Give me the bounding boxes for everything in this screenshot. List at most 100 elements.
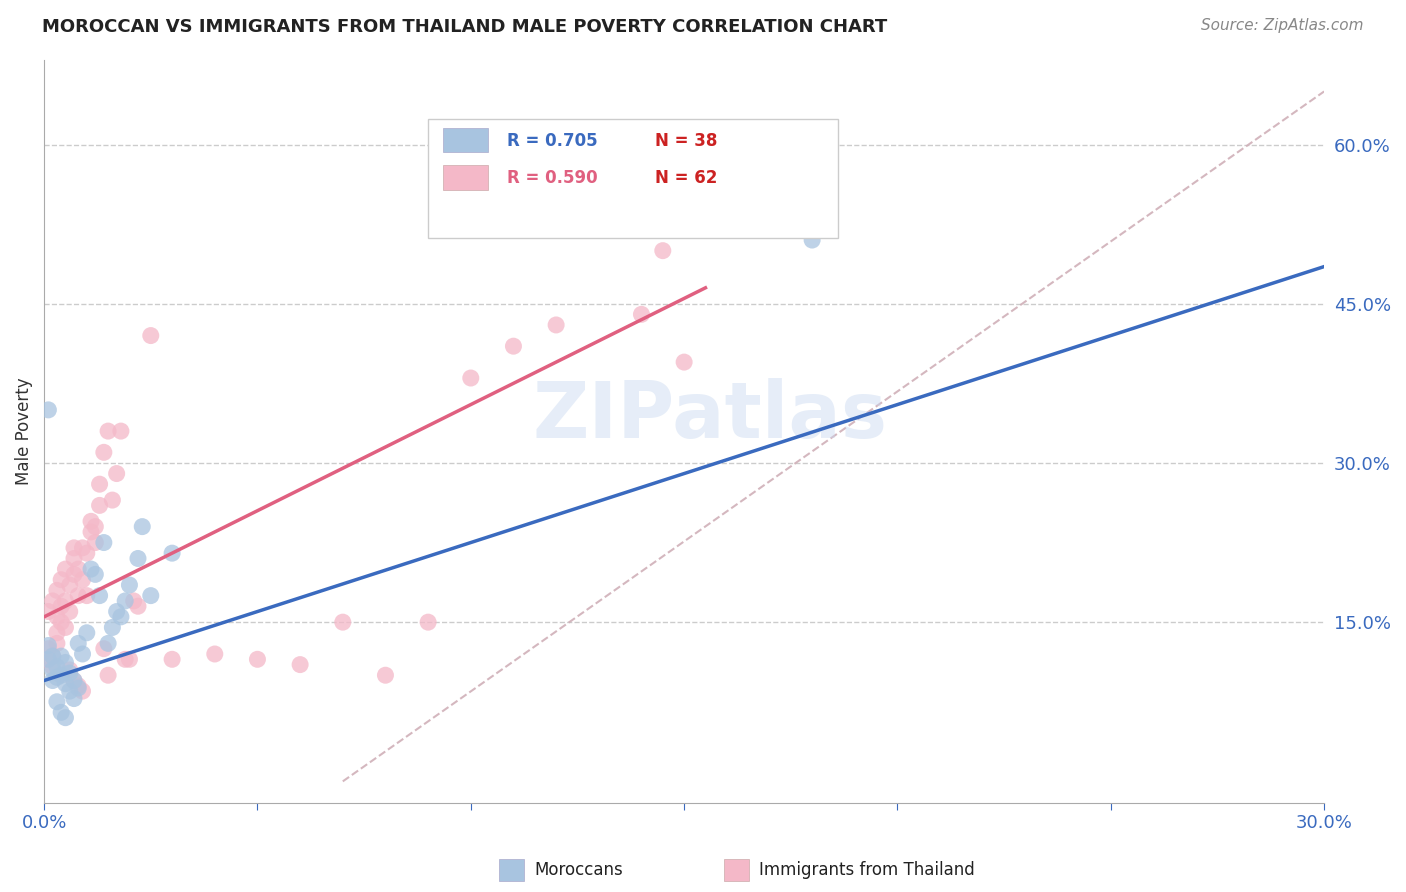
Point: [246, 652, 269, 666]
Point: [41, 673, 63, 688]
Point: [93, 535, 115, 549]
Text: Moroccans: Moroccans: [534, 861, 623, 879]
Point: [41, 594, 63, 608]
Text: R = 0.590: R = 0.590: [508, 169, 598, 186]
Point: [59, 666, 82, 681]
Point: [45, 636, 67, 650]
Point: [114, 594, 136, 608]
Point: [80, 514, 103, 528]
Point: [416, 615, 439, 629]
Text: ZIPatlas: ZIPatlas: [533, 378, 887, 454]
Point: [45, 659, 67, 673]
Point: [127, 599, 149, 614]
Point: [801, 233, 824, 247]
Point: [502, 339, 524, 353]
Point: [37, 652, 59, 666]
Point: [101, 493, 124, 508]
Point: [122, 594, 145, 608]
Point: [55, 594, 77, 608]
Point: [41, 649, 63, 664]
Point: [160, 652, 183, 666]
FancyBboxPatch shape: [427, 119, 838, 238]
Point: [37, 639, 59, 653]
FancyBboxPatch shape: [443, 128, 488, 153]
Point: [374, 668, 396, 682]
Point: [59, 578, 82, 592]
Point: [59, 684, 82, 698]
Point: [55, 620, 77, 634]
Point: [131, 519, 153, 533]
Point: [630, 307, 652, 321]
Point: [72, 684, 94, 698]
Point: [55, 711, 77, 725]
Point: [105, 605, 128, 619]
Point: [67, 681, 90, 695]
FancyBboxPatch shape: [443, 165, 488, 190]
Point: [139, 589, 162, 603]
Point: [63, 691, 86, 706]
Point: [51, 599, 73, 614]
Point: [76, 589, 98, 603]
Point: [110, 424, 132, 438]
Point: [55, 656, 77, 670]
Point: [84, 519, 107, 533]
Point: [110, 610, 132, 624]
Point: [51, 668, 73, 682]
Point: [460, 371, 482, 385]
Point: [41, 663, 63, 677]
Point: [37, 641, 59, 656]
Point: [101, 620, 124, 634]
Point: [139, 328, 162, 343]
Point: [118, 652, 141, 666]
Text: MOROCCAN VS IMMIGRANTS FROM THAILAND MALE POVERTY CORRELATION CHART: MOROCCAN VS IMMIGRANTS FROM THAILAND MAL…: [42, 18, 887, 36]
Point: [41, 649, 63, 664]
Point: [59, 605, 82, 619]
Point: [55, 562, 77, 576]
Point: [67, 562, 90, 576]
Point: [67, 679, 90, 693]
Point: [127, 551, 149, 566]
Point: [63, 673, 86, 688]
Point: [72, 647, 94, 661]
Point: [89, 589, 111, 603]
Point: [37, 652, 59, 666]
Point: [45, 583, 67, 598]
Text: Immigrants from Thailand: Immigrants from Thailand: [759, 861, 974, 879]
Point: [97, 668, 120, 682]
Point: [63, 551, 86, 566]
Point: [45, 670, 67, 684]
Point: [41, 659, 63, 673]
Point: [67, 589, 90, 603]
Text: Source: ZipAtlas.com: Source: ZipAtlas.com: [1201, 18, 1364, 33]
Text: N = 38: N = 38: [655, 132, 717, 150]
Point: [51, 615, 73, 629]
Text: N = 62: N = 62: [655, 169, 717, 186]
Point: [97, 636, 120, 650]
Point: [67, 636, 90, 650]
Point: [80, 524, 103, 539]
Point: [72, 573, 94, 587]
Point: [51, 706, 73, 720]
Point: [37, 605, 59, 619]
Text: R = 0.705: R = 0.705: [508, 132, 598, 150]
Point: [80, 562, 103, 576]
Point: [332, 615, 354, 629]
Point: [63, 673, 86, 688]
Point: [97, 424, 120, 438]
Point: [114, 652, 136, 666]
Point: [76, 625, 98, 640]
Point: [160, 546, 183, 560]
Point: [105, 467, 128, 481]
Point: [84, 535, 107, 549]
Point: [288, 657, 311, 672]
Point: [76, 546, 98, 560]
Y-axis label: Male Poverty: Male Poverty: [15, 377, 32, 485]
Point: [55, 676, 77, 690]
Point: [673, 355, 696, 369]
Point: [651, 244, 673, 258]
Point: [51, 649, 73, 664]
Point: [37, 402, 59, 417]
Point: [84, 567, 107, 582]
Point: [45, 695, 67, 709]
Point: [204, 647, 226, 661]
